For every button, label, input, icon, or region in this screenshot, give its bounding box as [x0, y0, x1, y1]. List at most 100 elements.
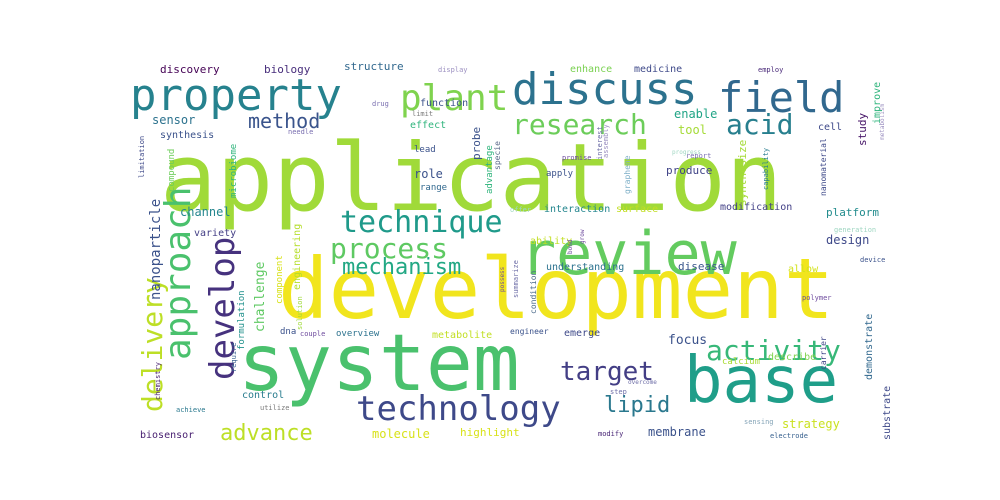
word-solution: solution: [296, 296, 304, 330]
word-condition: condition: [529, 270, 538, 314]
word-sensor: sensor: [152, 113, 195, 127]
word-application: application: [160, 124, 783, 233]
word-employ: employ: [758, 66, 783, 74]
word-role: role: [414, 167, 443, 181]
word-possess: possess: [499, 266, 506, 292]
word-membrane: membrane: [648, 425, 706, 439]
word-plant: plant: [400, 78, 508, 119]
word-improve: improve: [872, 82, 883, 124]
word-advance: advance: [220, 421, 313, 446]
word-formulation: formulation: [237, 290, 247, 350]
word-step: step: [610, 388, 627, 396]
word-function: function: [420, 98, 468, 109]
word-substrate: substrate: [882, 386, 893, 440]
word-describe: describe: [768, 352, 816, 363]
word-lead: lead: [414, 145, 436, 155]
word-achieve: achieve: [176, 406, 206, 414]
word-engineer: engineer: [510, 327, 549, 336]
word-compound: compound: [167, 149, 177, 192]
word-develop: develop: [203, 237, 243, 380]
word-report: report: [686, 152, 711, 160]
word-strategy: strategy: [782, 417, 840, 431]
word-component: component: [275, 255, 285, 304]
word-disease: disease: [678, 260, 724, 273]
word-offer: offer: [510, 206, 531, 214]
word-synthesize: synthesize: [736, 140, 749, 206]
word-lipid: lipid: [604, 393, 670, 418]
word-biosensor: biosensor: [140, 430, 194, 441]
word-target: target: [560, 357, 654, 387]
word-couple: couple: [300, 330, 325, 338]
word-chemistry: chemistry: [154, 362, 162, 400]
word-understanding: understanding: [546, 262, 624, 273]
word-specie: specie: [493, 141, 502, 170]
word-needle: needle: [288, 128, 313, 136]
word-technology: technology: [356, 389, 561, 429]
word-polymer: polymer: [802, 294, 832, 302]
word-generation: generation: [834, 226, 876, 234]
word-research: research: [512, 108, 647, 141]
word-field: field: [718, 73, 844, 122]
word-focus: focus: [668, 333, 707, 348]
word-structure: structure: [344, 60, 404, 73]
word-discuss: discuss: [512, 64, 697, 115]
word-study: study: [856, 113, 869, 146]
word-synthesis: synthesis: [160, 130, 214, 141]
word-overview: overview: [336, 329, 380, 339]
word-review: review: [520, 219, 738, 289]
word-ability: ability: [530, 236, 572, 247]
word-drug: drug: [372, 100, 389, 108]
word-biology: biology: [264, 63, 311, 76]
word-demonstrate: demonstrate: [864, 314, 875, 380]
word-electrode: electrode: [770, 432, 808, 440]
word-grow: grow: [579, 229, 586, 244]
word-graphene: graphene: [623, 155, 632, 194]
word-require: require: [230, 342, 238, 372]
word-apply: apply: [546, 169, 574, 179]
word-range: range: [420, 183, 447, 193]
word-allow: allow: [788, 264, 819, 275]
word-system: system: [238, 319, 520, 409]
word-interaction: interaction: [544, 204, 610, 215]
word-technique: technique: [340, 205, 503, 240]
word-nanomaterial: nanomaterial: [819, 138, 828, 196]
word-microbiome: microbiome: [229, 144, 239, 198]
word-calcium: calcium: [722, 357, 760, 367]
word-variety: variety: [194, 228, 236, 239]
word-control: control: [242, 390, 284, 401]
word-dna: dna: [280, 327, 296, 337]
word-design: design: [826, 233, 869, 247]
word-limitation: limitation: [138, 136, 146, 178]
word-cell: cell: [818, 122, 842, 133]
word-emerge: emerge: [564, 328, 600, 339]
word-limit: limit: [412, 110, 433, 118]
word-development: development: [278, 240, 834, 338]
word-bond: bond: [567, 239, 574, 254]
word-delivery: delivery: [136, 277, 169, 412]
word-assembly: assembly: [602, 124, 610, 158]
word-modification: modification: [720, 202, 792, 213]
word-carrier: carrier: [819, 336, 828, 370]
word-interest: interest: [596, 126, 604, 160]
word-acid: acid: [726, 108, 793, 141]
word-nanoparticle: nanoparticle: [148, 199, 164, 300]
word-surface: surface: [616, 204, 658, 215]
word-effect: effect: [410, 120, 446, 131]
word-promise: promise: [562, 154, 592, 162]
word-advantage: advantage: [485, 145, 495, 194]
word-produce: produce: [666, 164, 712, 177]
word-sensing: sensing: [744, 418, 774, 426]
word-probe: probe: [470, 127, 483, 160]
word-base: base: [684, 344, 838, 418]
word-capability: capability: [762, 148, 770, 190]
word-mechanism: mechanism: [342, 255, 461, 280]
word-challenge: challenge: [253, 261, 268, 332]
word-highlight: highlight: [460, 426, 520, 439]
word-property: property: [130, 70, 342, 121]
word-molecule: molecule: [372, 427, 430, 441]
word-utilize: utilize: [260, 404, 290, 412]
word-method: method: [248, 109, 320, 133]
word-overcome: overcome: [628, 379, 657, 386]
word-engineering: engineering: [292, 224, 303, 290]
